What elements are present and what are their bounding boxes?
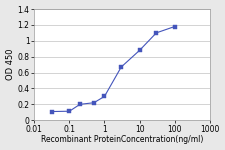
X-axis label: Recombinant ProteinConcentration(ng/ml): Recombinant ProteinConcentration(ng/ml) — [41, 135, 203, 144]
Y-axis label: OD 450: OD 450 — [6, 49, 15, 80]
